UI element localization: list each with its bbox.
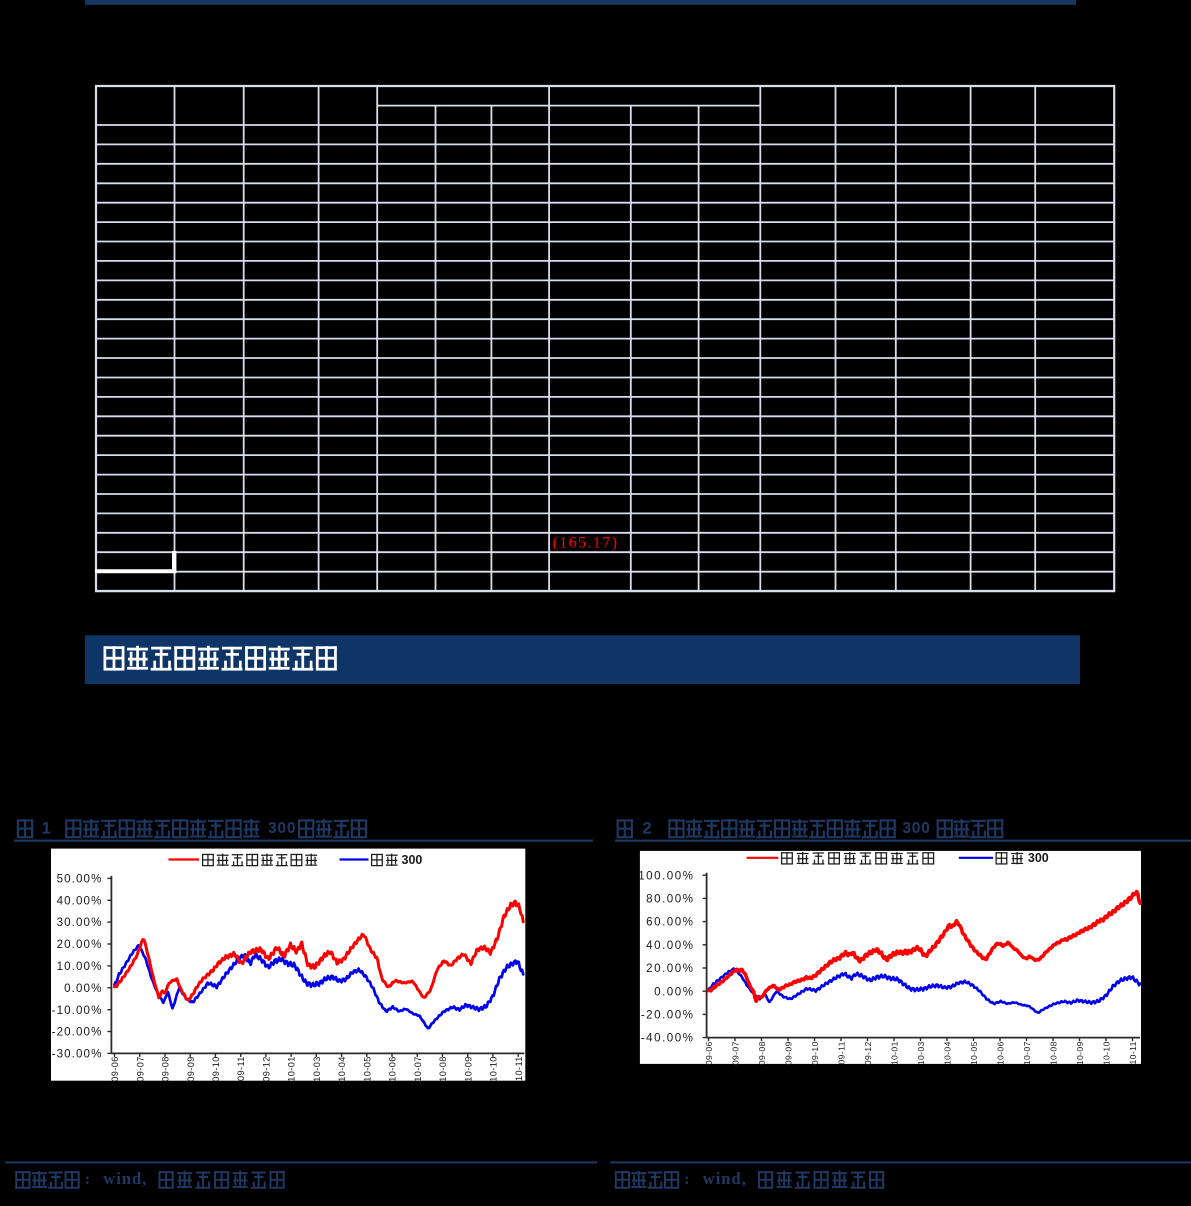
svg-text:09-11: 09-11 [837, 1041, 847, 1064]
svg-text:300: 300 [902, 820, 930, 837]
svg-text:10-09: 10-09 [1075, 1041, 1085, 1065]
svg-text:09-08: 09-08 [161, 1056, 171, 1082]
svg-text:10-05: 10-05 [362, 1056, 372, 1082]
svg-text:09-10: 09-10 [211, 1056, 221, 1082]
svg-text:10-07: 10-07 [413, 1056, 423, 1082]
svg-text:-20.00%: -20.00% [641, 1009, 695, 1022]
svg-text:30.00%: 30.00% [57, 916, 103, 929]
svg-text:2: 2 [643, 820, 652, 838]
svg-text:10-01: 10-01 [890, 1041, 900, 1065]
svg-text:10-04: 10-04 [943, 1041, 953, 1065]
svg-text:wind,: wind, [103, 1169, 147, 1188]
svg-text:09-08: 09-08 [757, 1041, 767, 1065]
svg-text:20.00%: 20.00% [646, 962, 694, 975]
svg-text:300: 300 [402, 853, 423, 867]
svg-text:10-08: 10-08 [438, 1056, 448, 1082]
svg-text:1: 1 [42, 820, 51, 838]
svg-text:40.00%: 40.00% [646, 939, 694, 952]
svg-text:60.00%: 60.00% [646, 916, 694, 929]
svg-text:09-09: 09-09 [186, 1056, 196, 1082]
svg-text:09-07: 09-07 [731, 1041, 741, 1065]
svg-text:10-11: 10-11 [1128, 1041, 1138, 1064]
svg-text:10-06: 10-06 [996, 1041, 1006, 1065]
svg-text:(165.17): (165.17) [553, 535, 619, 552]
svg-text:-40.00%: -40.00% [641, 1032, 695, 1045]
svg-text:0.00%: 0.00% [654, 985, 694, 998]
svg-text:10-06: 10-06 [388, 1056, 398, 1082]
svg-text:-10.00%: -10.00% [52, 1004, 103, 1017]
svg-text:09-11: 09-11 [236, 1056, 246, 1081]
svg-text:10-10: 10-10 [489, 1056, 499, 1082]
svg-text:10-09: 10-09 [463, 1056, 473, 1082]
svg-text:09-06: 09-06 [110, 1056, 120, 1082]
svg-text:50.00%: 50.00% [57, 873, 103, 886]
svg-text:10-03: 10-03 [916, 1041, 926, 1065]
svg-text::: : [684, 1171, 689, 1188]
svg-text:-30.00%: -30.00% [52, 1048, 103, 1061]
svg-text:10-08: 10-08 [1049, 1041, 1059, 1065]
svg-text:10-04: 10-04 [337, 1056, 347, 1082]
svg-text:-20.00%: -20.00% [52, 1026, 103, 1039]
svg-text:0.00%: 0.00% [64, 982, 102, 995]
svg-text:09-09: 09-09 [784, 1041, 794, 1065]
svg-text:09-10: 09-10 [810, 1041, 820, 1065]
svg-text:300: 300 [1028, 851, 1049, 865]
svg-text:wind,: wind, [703, 1169, 747, 1188]
svg-text:09-07: 09-07 [135, 1056, 145, 1082]
svg-text:10.00%: 10.00% [57, 960, 103, 973]
svg-text:80.00%: 80.00% [646, 893, 694, 906]
svg-text:40.00%: 40.00% [57, 894, 103, 907]
svg-text:20.00%: 20.00% [57, 938, 103, 951]
svg-text:09-12: 09-12 [863, 1041, 873, 1065]
svg-text:300: 300 [268, 820, 296, 837]
svg-text:10-10: 10-10 [1102, 1041, 1112, 1065]
svg-text:09-12: 09-12 [262, 1056, 272, 1082]
svg-text:10-05: 10-05 [969, 1041, 979, 1065]
svg-text::: : [85, 1171, 90, 1188]
svg-text:09-06: 09-06 [704, 1041, 714, 1065]
svg-text:10-07: 10-07 [1022, 1041, 1032, 1065]
svg-text:10-03: 10-03 [312, 1056, 322, 1082]
svg-text:100.00%: 100.00% [638, 869, 694, 882]
svg-text:10-01: 10-01 [287, 1056, 297, 1082]
svg-text:10-11: 10-11 [514, 1056, 524, 1081]
